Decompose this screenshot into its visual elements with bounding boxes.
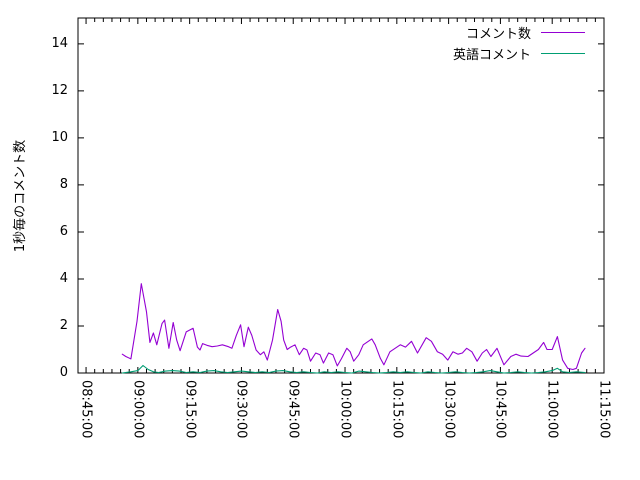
y-tick-label: 14 xyxy=(51,35,68,51)
axis-ticks xyxy=(78,18,605,374)
x-tick-label: 11:15:00 xyxy=(596,380,612,439)
x-tick-label: 10:30:00 xyxy=(441,380,457,439)
x-tick-label: 10:45:00 xyxy=(492,380,508,439)
x-tick-label: 10:00:00 xyxy=(337,380,353,439)
legend-item-english-comments: 英語コメント xyxy=(453,43,585,64)
y-tick-label: 2 xyxy=(59,317,68,333)
legend: コメント数 英語コメント xyxy=(453,22,585,64)
x-tick-label: 09:00:00 xyxy=(130,380,146,439)
y-axis-title: 1秒毎のコメント数 xyxy=(13,139,28,253)
x-tick-label: 09:15:00 xyxy=(182,380,198,439)
x-tick-label: 10:15:00 xyxy=(389,380,405,439)
y-tick-label: 8 xyxy=(59,176,68,192)
x-tick-label: 08:45:00 xyxy=(78,380,94,439)
x-tick-label: 11:00:00 xyxy=(544,380,560,439)
legend-line-sample-comments xyxy=(541,32,585,33)
y-tick-label: 10 xyxy=(51,129,68,145)
series-line-english-comments xyxy=(121,364,586,374)
series-line-comments xyxy=(121,283,586,371)
y-tick-label: 12 xyxy=(51,82,68,98)
y-tick-label: 0 xyxy=(59,365,68,380)
legend-item-comments: コメント数 xyxy=(453,22,585,43)
legend-label-english-comments: 英語コメント xyxy=(452,48,531,63)
plot-border xyxy=(77,17,605,374)
legend-line-sample-english-comments xyxy=(541,53,585,54)
y-tick-label: 4 xyxy=(59,270,68,286)
legend-label-comments: コメント数 xyxy=(465,27,531,42)
x-tick-label: 09:30:00 xyxy=(233,380,249,439)
x-tick-label: 09:45:00 xyxy=(285,380,301,439)
y-tick-label: 6 xyxy=(59,223,68,239)
